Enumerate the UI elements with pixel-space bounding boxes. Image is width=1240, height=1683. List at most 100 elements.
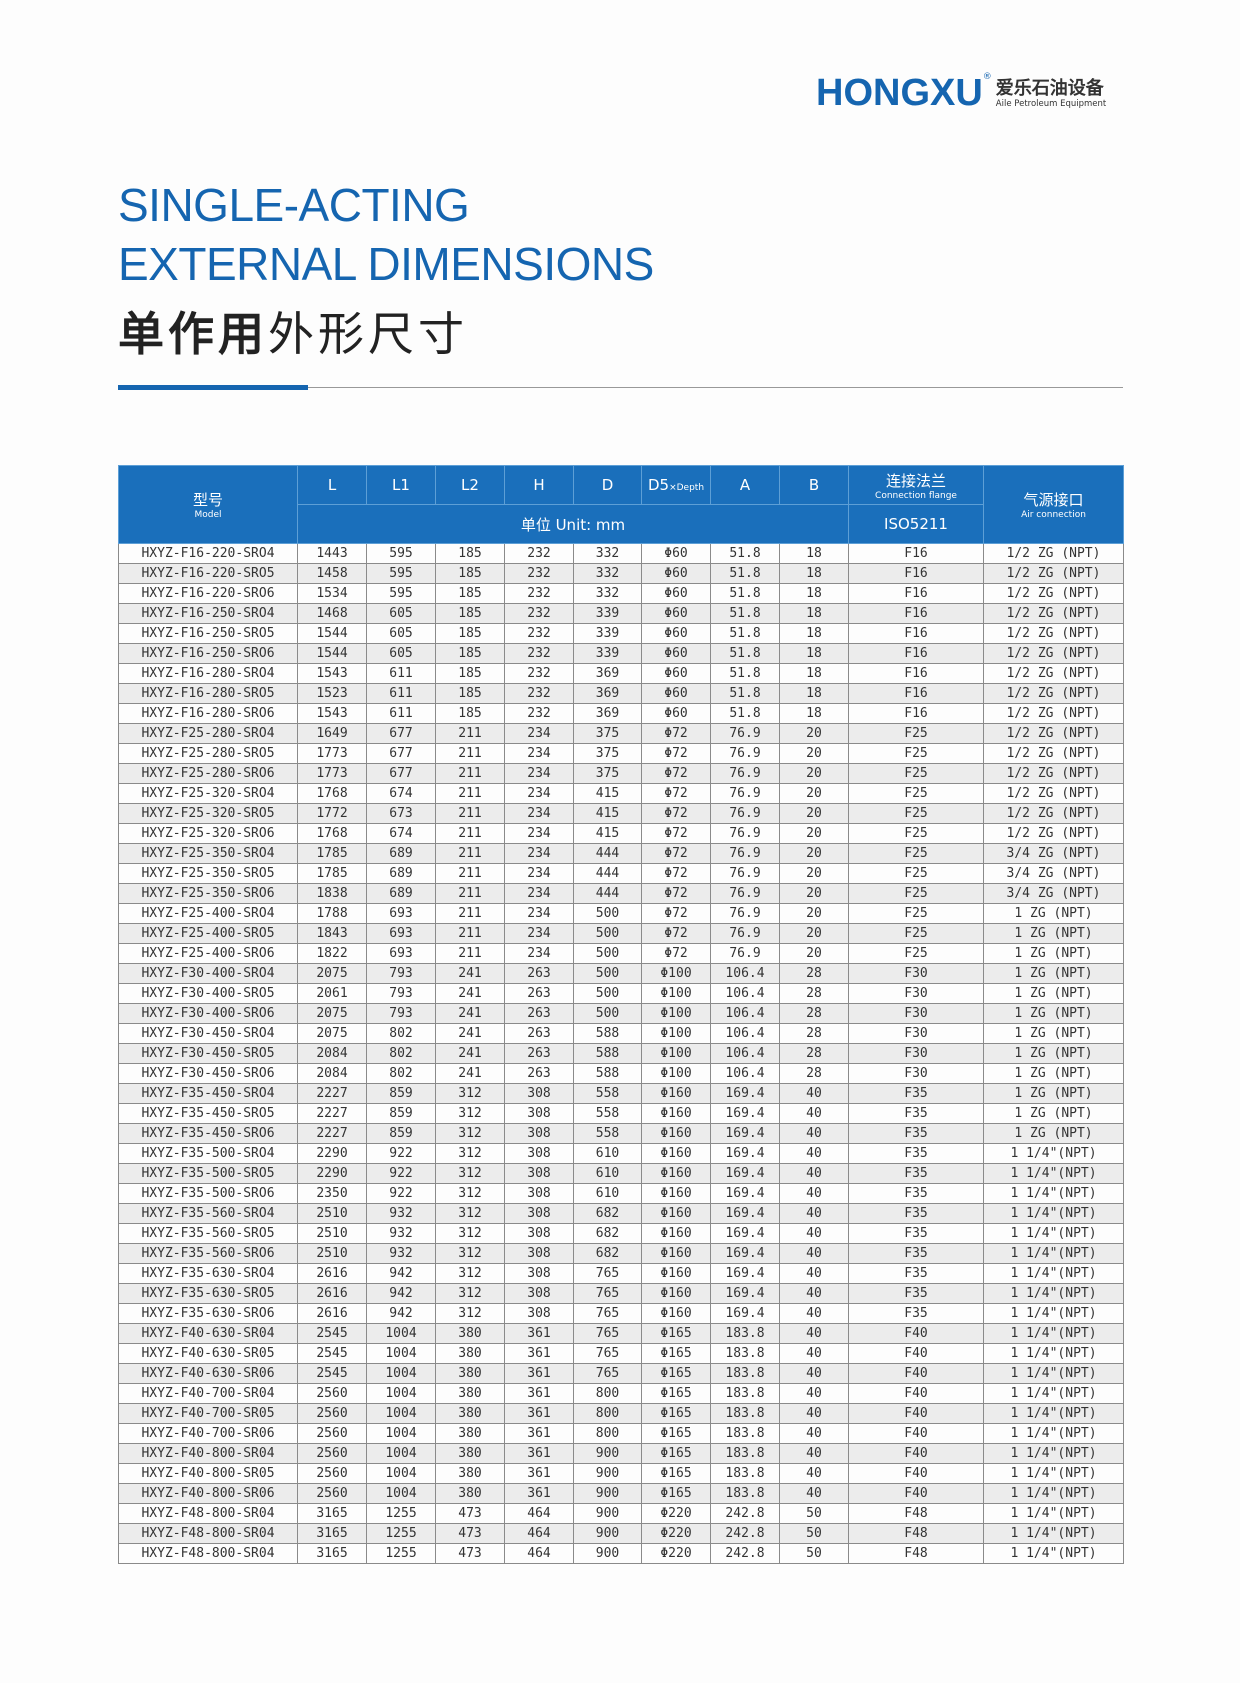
table-cell: 40 bbox=[779, 1323, 849, 1344]
table-cell: 1 ZG (NPT) bbox=[983, 943, 1124, 964]
table-cell: 241 bbox=[435, 1043, 505, 1064]
table-cell: 18 bbox=[779, 603, 849, 624]
table-cell: 1 ZG (NPT) bbox=[983, 903, 1124, 924]
table-cell: 51.8 bbox=[710, 643, 780, 664]
table-cell: 1649 bbox=[297, 723, 367, 744]
table-cell: HXYZ-F25-320-SRO6 bbox=[118, 823, 298, 844]
table-cell: HXYZ-F16-250-SRO5 bbox=[118, 623, 298, 644]
table-cell: 1 1/4"(NPT) bbox=[983, 1443, 1124, 1464]
table-cell: HXYZ-F25-280-SRO5 bbox=[118, 743, 298, 764]
title-line-1: SINGLE-ACTING bbox=[118, 179, 470, 231]
table-cell: 1 ZG (NPT) bbox=[983, 1103, 1124, 1124]
table-row: HXYZ-F40-700-SR04 2560 1004 380 361 800 Φ165 18… bbox=[118, 1383, 1124, 1404]
header-air: 气源接口 Air connection bbox=[983, 465, 1124, 544]
table-cell: 211 bbox=[435, 863, 505, 884]
table-cell: 76.9 bbox=[710, 803, 780, 824]
table-cell: 40 bbox=[779, 1243, 849, 1264]
table-cell: 234 bbox=[504, 783, 574, 804]
table-cell: 20 bbox=[779, 803, 849, 824]
table-cell: 28 bbox=[779, 1003, 849, 1024]
table-cell: F16 bbox=[848, 703, 984, 724]
table-cell: 185 bbox=[435, 703, 505, 724]
table-cell: F35 bbox=[848, 1163, 984, 1184]
table-cell: 241 bbox=[435, 983, 505, 1004]
table-cell: 183.8 bbox=[710, 1443, 780, 1464]
table-cell: 308 bbox=[504, 1103, 574, 1124]
table-cell: 793 bbox=[366, 963, 436, 984]
table-cell: F30 bbox=[848, 963, 984, 984]
table-cell: F35 bbox=[848, 1203, 984, 1224]
table-row: HXYZ-F25-350-SRO5 1785 689 211 234 444 Φ72 76.9… bbox=[118, 863, 1124, 884]
header-A: A bbox=[710, 465, 780, 505]
table-cell: 361 bbox=[504, 1443, 574, 1464]
table-cell: 1 ZG (NPT) bbox=[983, 963, 1124, 984]
table-cell: 1788 bbox=[297, 903, 367, 924]
table-cell: 20 bbox=[779, 923, 849, 944]
table-cell: HXYZ-F40-630-SR05 bbox=[118, 1343, 298, 1364]
table-cell: Φ60 bbox=[641, 683, 711, 704]
table-cell: Φ60 bbox=[641, 603, 711, 624]
table-cell: 312 bbox=[435, 1283, 505, 1304]
table-cell: 1 1/4"(NPT) bbox=[983, 1163, 1124, 1184]
table-cell: F30 bbox=[848, 1023, 984, 1044]
table-cell: 242.8 bbox=[710, 1503, 780, 1524]
table-cell: 20 bbox=[779, 723, 849, 744]
table-cell: 1534 bbox=[297, 583, 367, 604]
table-cell: HXYZ-F25-350-SRO4 bbox=[118, 843, 298, 864]
table-cell: F35 bbox=[848, 1283, 984, 1304]
table-cell: 1543 bbox=[297, 703, 367, 724]
table-cell: 263 bbox=[504, 963, 574, 984]
table-cell: 500 bbox=[573, 963, 642, 984]
table-cell: 588 bbox=[573, 1063, 642, 1084]
table-cell: 234 bbox=[504, 883, 574, 904]
table-cell: 3165 bbox=[297, 1503, 367, 1524]
table-cell: 922 bbox=[366, 1163, 436, 1184]
table-cell: Φ60 bbox=[641, 563, 711, 584]
table-cell: 332 bbox=[573, 563, 642, 584]
table-cell: 610 bbox=[573, 1183, 642, 1204]
table-cell: Φ165 bbox=[641, 1443, 711, 1464]
table-cell: 76.9 bbox=[710, 943, 780, 964]
table-cell: 1 1/4"(NPT) bbox=[983, 1543, 1124, 1564]
table-cell: HXYZ-F30-400-SRO6 bbox=[118, 1003, 298, 1024]
table-cell: 185 bbox=[435, 663, 505, 684]
table-cell: 312 bbox=[435, 1223, 505, 1244]
table-row: HXYZ-F35-630-SRO5 2616 942 312 308 765 Φ160 169… bbox=[118, 1283, 1124, 1304]
table-cell: Φ72 bbox=[641, 743, 711, 764]
table-row: HXYZ-F35-630-SRO6 2616 942 312 308 765 Φ160 169… bbox=[118, 1303, 1124, 1324]
table-cell: HXYZ-F40-630-SR06 bbox=[118, 1363, 298, 1384]
table-cell: 1 1/4"(NPT) bbox=[983, 1423, 1124, 1444]
table-cell: 242.8 bbox=[710, 1543, 780, 1564]
table-cell: 51.8 bbox=[710, 623, 780, 644]
table-cell: 211 bbox=[435, 743, 505, 764]
table-cell: 765 bbox=[573, 1263, 642, 1284]
table-cell: Φ72 bbox=[641, 823, 711, 844]
table-cell: 2560 bbox=[297, 1483, 367, 1504]
logo-english-name: Aile Petroleum Equipment bbox=[995, 98, 1107, 109]
table-cell: 28 bbox=[779, 1043, 849, 1064]
table-cell: F35 bbox=[848, 1243, 984, 1264]
table-row: HXYZ-F30-450-SRO4 2075 802 241 263 588 Φ100 106… bbox=[118, 1023, 1124, 1044]
table-cell: 169.4 bbox=[710, 1303, 780, 1324]
table-cell: 605 bbox=[366, 603, 436, 624]
table-cell: 1 1/4"(NPT) bbox=[983, 1303, 1124, 1324]
table-cell: 40 bbox=[779, 1203, 849, 1224]
table-row: HXYZ-F25-280-SRO6 1773 677 211 234 375 Φ72 76.9… bbox=[118, 763, 1124, 784]
table-cell: 802 bbox=[366, 1063, 436, 1084]
table-cell: 595 bbox=[366, 583, 436, 604]
table-cell: HXYZ-F48-800-SR04 bbox=[118, 1523, 298, 1544]
table-cell: 2061 bbox=[297, 983, 367, 1004]
table-cell: 1 1/4"(NPT) bbox=[983, 1183, 1124, 1204]
table-cell: 76.9 bbox=[710, 823, 780, 844]
table-cell: 40 bbox=[779, 1303, 849, 1324]
table-cell: HXYZ-F25-350-SRO5 bbox=[118, 863, 298, 884]
table-cell: 40 bbox=[779, 1143, 849, 1164]
table-row: HXYZ-F25-320-SRO6 1768 674 211 234 415 Φ72 76.9… bbox=[118, 823, 1124, 844]
table-cell: 3/4 ZG (NPT) bbox=[983, 863, 1124, 884]
table-cell: 689 bbox=[366, 883, 436, 904]
table-cell: Φ160 bbox=[641, 1283, 711, 1304]
table-cell: Φ220 bbox=[641, 1523, 711, 1544]
table-cell: 1523 bbox=[297, 683, 367, 704]
table-cell: 40 bbox=[779, 1283, 849, 1304]
table-cell: Φ165 bbox=[641, 1363, 711, 1384]
